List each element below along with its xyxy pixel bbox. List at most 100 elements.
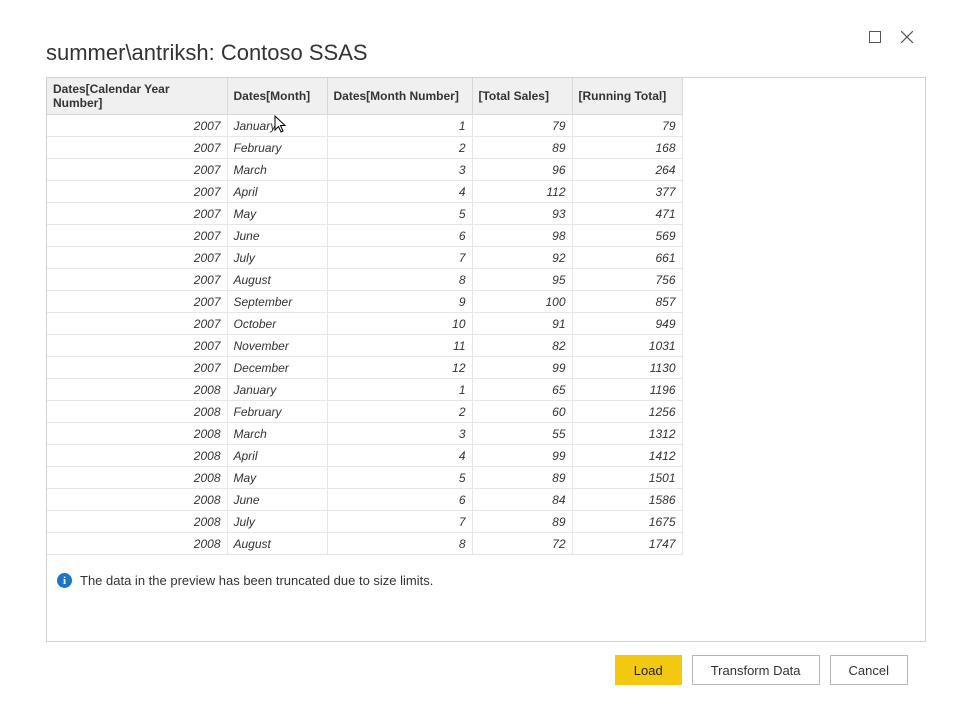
- table-cell: 2008: [47, 533, 227, 555]
- table-cell: 2: [327, 137, 472, 159]
- table-row[interactable]: 2007September9100857: [47, 291, 682, 313]
- table-cell: March: [227, 159, 327, 181]
- table-cell: July: [227, 511, 327, 533]
- table-row[interactable]: 2007April4112377: [47, 181, 682, 203]
- table-cell: 6: [327, 489, 472, 511]
- table-cell: March: [227, 423, 327, 445]
- table-cell: 2008: [47, 511, 227, 533]
- table-cell: 100: [472, 291, 572, 313]
- table-row[interactable]: 2007June698569: [47, 225, 682, 247]
- table-row[interactable]: 2007July792661: [47, 247, 682, 269]
- table-cell: 12: [327, 357, 472, 379]
- table-cell: 2007: [47, 335, 227, 357]
- table-row[interactable]: 2007December12991130: [47, 357, 682, 379]
- column-header[interactable]: [Running Total]: [572, 78, 682, 115]
- table-cell: April: [227, 181, 327, 203]
- table-cell: 99: [472, 445, 572, 467]
- table-cell: 91: [472, 313, 572, 335]
- truncation-text: The data in the preview has been truncat…: [80, 573, 433, 588]
- table-row[interactable]: 2008August8721747: [47, 533, 682, 555]
- table-cell: 84: [472, 489, 572, 511]
- table-cell: 55: [472, 423, 572, 445]
- load-button[interactable]: Load: [615, 655, 682, 685]
- table-cell: 1: [327, 115, 472, 137]
- table-cell: 2007: [47, 225, 227, 247]
- table-cell: 72: [472, 533, 572, 555]
- table-cell: 6: [327, 225, 472, 247]
- table-row[interactable]: 2007August895756: [47, 269, 682, 291]
- column-header[interactable]: Dates[Month]: [227, 78, 327, 115]
- table-cell: February: [227, 401, 327, 423]
- table-cell: 7: [327, 247, 472, 269]
- table-row[interactable]: 2007February289168: [47, 137, 682, 159]
- table-cell: 2007: [47, 137, 227, 159]
- table-cell: 1501: [572, 467, 682, 489]
- preview-panel: Dates[Calendar Year Number]Dates[Month]D…: [46, 77, 926, 642]
- table-cell: July: [227, 247, 327, 269]
- table-cell: 2007: [47, 313, 227, 335]
- table-row[interactable]: 2008June6841586: [47, 489, 682, 511]
- maximize-icon[interactable]: [868, 30, 882, 44]
- table-row[interactable]: 2008May5891501: [47, 467, 682, 489]
- table-cell: 89: [472, 137, 572, 159]
- table-cell: 82: [472, 335, 572, 357]
- table-cell: 4: [327, 181, 472, 203]
- table-row[interactable]: 2008March3551312: [47, 423, 682, 445]
- table-cell: 95: [472, 269, 572, 291]
- table-cell: 10: [327, 313, 472, 335]
- table-cell: 4: [327, 445, 472, 467]
- dialog-button-row: Load Transform Data Cancel: [615, 655, 908, 685]
- table-row[interactable]: 2007January17979: [47, 115, 682, 137]
- table-cell: 96: [472, 159, 572, 181]
- table-cell: 2008: [47, 489, 227, 511]
- cancel-button[interactable]: Cancel: [830, 655, 908, 685]
- table-row[interactable]: 2008February2601256: [47, 401, 682, 423]
- table-cell: August: [227, 269, 327, 291]
- table-cell: 2007: [47, 247, 227, 269]
- table-cell: January: [227, 379, 327, 401]
- info-icon: i: [57, 573, 72, 588]
- table-cell: 92: [472, 247, 572, 269]
- table-cell: 1256: [572, 401, 682, 423]
- table-cell: 3: [327, 423, 472, 445]
- table-cell: 949: [572, 313, 682, 335]
- table-cell: 9: [327, 291, 472, 313]
- column-header[interactable]: Dates[Month Number]: [327, 78, 472, 115]
- table-cell: 756: [572, 269, 682, 291]
- column-header[interactable]: [Total Sales]: [472, 78, 572, 115]
- table-cell: 1675: [572, 511, 682, 533]
- table-row[interactable]: 2007November11821031: [47, 335, 682, 357]
- table-row[interactable]: 2007March396264: [47, 159, 682, 181]
- table-cell: 89: [472, 511, 572, 533]
- table-cell: November: [227, 335, 327, 357]
- close-icon[interactable]: [900, 30, 914, 44]
- table-cell: 264: [572, 159, 682, 181]
- table-cell: April: [227, 445, 327, 467]
- table-cell: 5: [327, 467, 472, 489]
- table-cell: 1747: [572, 533, 682, 555]
- table-cell: May: [227, 467, 327, 489]
- table-cell: 1196: [572, 379, 682, 401]
- table-cell: 1312: [572, 423, 682, 445]
- table-row[interactable]: 2008July7891675: [47, 511, 682, 533]
- table-cell: 1412: [572, 445, 682, 467]
- table-cell: 569: [572, 225, 682, 247]
- transform-data-button[interactable]: Transform Data: [692, 655, 820, 685]
- table-row[interactable]: 2007May593471: [47, 203, 682, 225]
- table-cell: 2008: [47, 401, 227, 423]
- table-cell: 3: [327, 159, 472, 181]
- table-cell: 112: [472, 181, 572, 203]
- table-row[interactable]: 2007October1091949: [47, 313, 682, 335]
- table-cell: February: [227, 137, 327, 159]
- table-cell: 7: [327, 511, 472, 533]
- preview-table: Dates[Calendar Year Number]Dates[Month]D…: [47, 78, 683, 555]
- table-cell: August: [227, 533, 327, 555]
- table-cell: 2007: [47, 203, 227, 225]
- table-cell: 99: [472, 357, 572, 379]
- table-row[interactable]: 2008January1651196: [47, 379, 682, 401]
- table-row[interactable]: 2008April4991412: [47, 445, 682, 467]
- column-header[interactable]: Dates[Calendar Year Number]: [47, 78, 227, 115]
- table-cell: May: [227, 203, 327, 225]
- table-cell: 1031: [572, 335, 682, 357]
- table-cell: 2007: [47, 159, 227, 181]
